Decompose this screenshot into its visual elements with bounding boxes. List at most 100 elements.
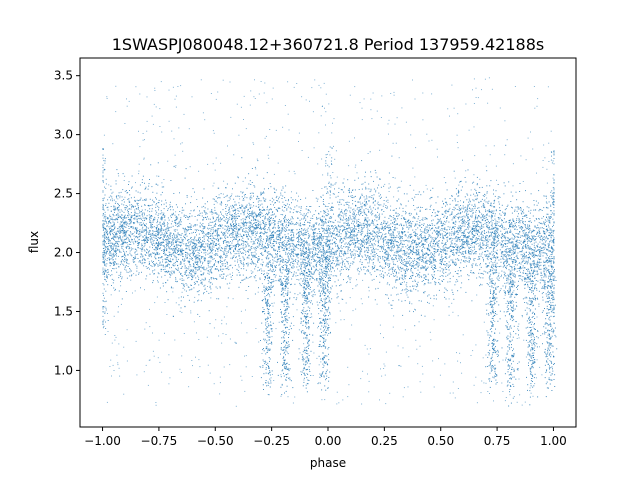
data-point (340, 236, 342, 238)
data-point (141, 209, 143, 211)
data-point (429, 198, 431, 200)
data-point (517, 215, 519, 217)
data-point (131, 217, 132, 219)
data-point (126, 260, 128, 262)
data-point (248, 286, 250, 287)
data-point (107, 237, 109, 239)
data-point (530, 265, 532, 266)
data-point (157, 234, 159, 236)
data-point (203, 267, 205, 269)
data-point (148, 251, 150, 252)
data-point (240, 251, 241, 253)
data-point (196, 261, 198, 263)
data-point (299, 245, 301, 247)
data-point (144, 199, 146, 201)
data-point (270, 245, 272, 247)
data-point (306, 275, 308, 277)
data-point (304, 264, 306, 265)
data-point (502, 227, 504, 229)
data-point (128, 220, 130, 222)
data-point (164, 251, 165, 253)
data-point (320, 249, 322, 251)
data-point (174, 252, 176, 253)
data-point (158, 243, 160, 245)
data-point (518, 213, 519, 215)
data-point (329, 245, 331, 247)
data-point (533, 260, 535, 262)
data-point (393, 215, 395, 217)
data-point (501, 270, 503, 272)
data-point (126, 217, 127, 219)
data-point (112, 261, 114, 263)
data-point (237, 233, 239, 235)
data-point (299, 231, 301, 233)
data-point (227, 200, 229, 202)
data-point (173, 248, 175, 250)
data-point (515, 255, 517, 257)
data-point (155, 253, 157, 255)
data-point (398, 299, 400, 301)
data-point (129, 271, 131, 273)
data-point (327, 263, 329, 265)
data-point (284, 216, 286, 217)
data-point (467, 251, 469, 253)
data-point (537, 250, 539, 252)
data-point (541, 223, 543, 225)
data-point (438, 246, 440, 248)
data-point (427, 301, 428, 303)
data-point (307, 249, 309, 251)
data-point (272, 268, 274, 270)
data-point (199, 259, 201, 261)
data-point (276, 256, 278, 258)
data-point (203, 232, 205, 234)
data-point (457, 233, 459, 235)
data-point (242, 199, 244, 201)
data-point (260, 194, 262, 196)
data-point (400, 270, 402, 272)
data-point (288, 258, 290, 260)
data-point (295, 275, 297, 277)
data-point (410, 269, 412, 271)
data-point (237, 231, 239, 233)
data-point (291, 245, 293, 247)
data-point (292, 212, 294, 214)
data-point (418, 259, 420, 261)
data-point (435, 239, 437, 240)
data-point (454, 230, 456, 232)
data-point (517, 268, 519, 269)
data-point (532, 239, 534, 241)
data-point (354, 245, 356, 247)
data-point (167, 264, 169, 266)
data-point (274, 232, 276, 234)
data-point (530, 253, 532, 255)
data-point (237, 242, 239, 244)
data-point (471, 232, 473, 234)
data-point (166, 236, 168, 238)
data-point (368, 196, 370, 198)
data-point (247, 250, 249, 252)
data-point (350, 253, 352, 255)
data-point (249, 180, 251, 182)
data-point (121, 200, 123, 202)
data-point (264, 209, 266, 211)
data-point (284, 275, 286, 277)
data-point (299, 282, 301, 284)
data-point (301, 254, 303, 256)
data-point (503, 221, 505, 223)
data-point (502, 233, 503, 235)
data-point (135, 257, 137, 259)
data-point (334, 219, 336, 221)
data-point (303, 243, 305, 245)
data-point (181, 207, 183, 209)
data-point (172, 264, 174, 266)
data-point (212, 227, 214, 229)
data-point (455, 235, 457, 237)
data-point (393, 246, 395, 248)
data-point (365, 223, 367, 225)
data-point (302, 234, 304, 236)
data-point (348, 231, 349, 233)
data-point (251, 213, 253, 215)
data-point (161, 217, 163, 219)
data-point (302, 235, 304, 237)
data-point (325, 239, 327, 241)
